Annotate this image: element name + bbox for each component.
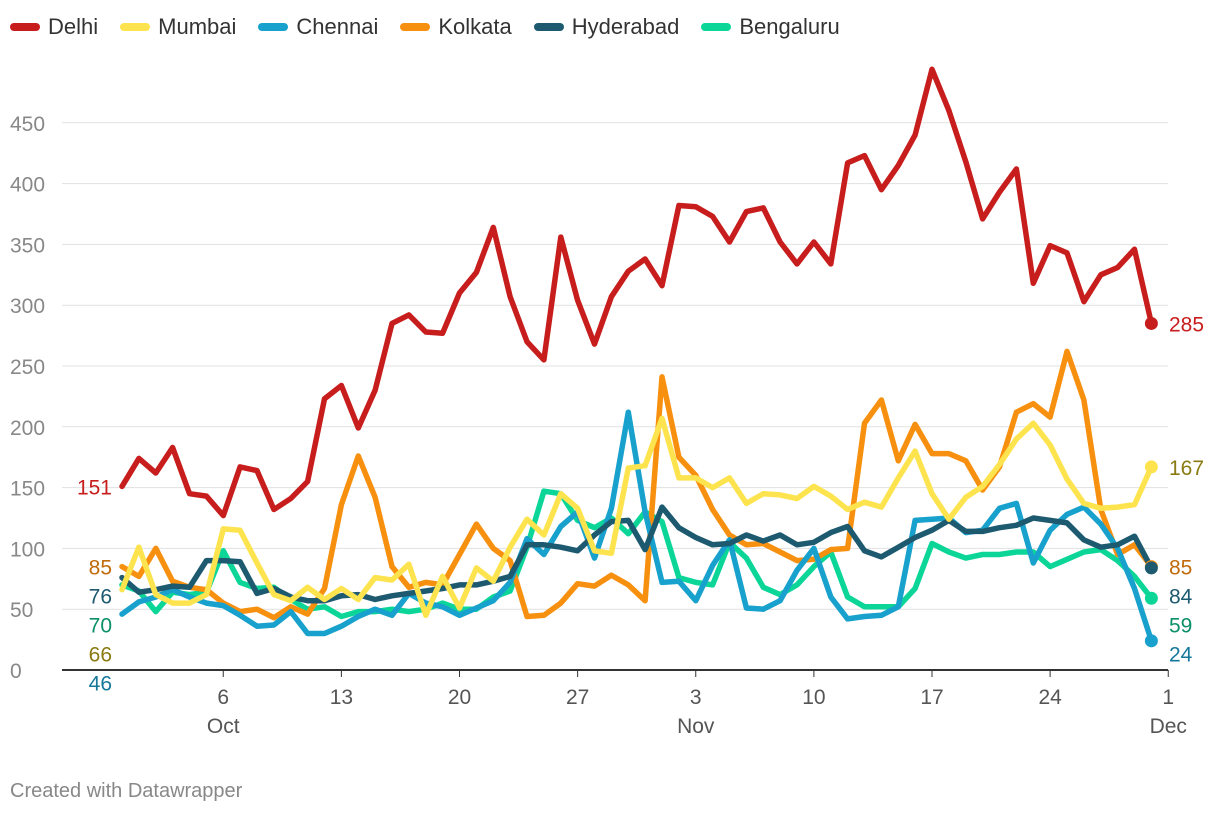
legend: Delhi Mumbai Chennai Kolkata Hyderabad Bengal… <box>10 14 840 40</box>
legend-swatch <box>258 23 289 31</box>
start-label-hyderabad: 76 <box>89 586 112 609</box>
legend-label: Bengaluru <box>739 14 840 39</box>
y-tick-label: 0 <box>10 660 22 683</box>
footer-credit: Created with Datawrapper <box>10 780 243 802</box>
legend-label: Kolkata <box>438 14 512 39</box>
start-label-mumbai: 66 <box>89 644 112 667</box>
start-label-kolkata: 85 <box>89 557 112 580</box>
end-label-kolkata: 85 <box>1169 557 1192 580</box>
x-tick-label: 17 <box>920 686 943 709</box>
end-dot-chennai <box>1144 634 1158 648</box>
legend-label: Delhi <box>48 14 99 39</box>
legend-swatch <box>533 23 564 31</box>
end-label-hyderabad: 84 <box>1169 586 1193 609</box>
x-tick-label: 6 <box>217 686 229 709</box>
x-tick-label: 3 <box>690 686 702 709</box>
x-tick-label: 13 <box>330 686 353 709</box>
x-month-label: Dec <box>1150 715 1187 738</box>
end-dot-mumbai <box>1144 460 1158 474</box>
legend-item-bengaluru: Bengaluru <box>701 14 840 40</box>
legend-item-mumbai: Mumbai <box>120 14 236 40</box>
y-tick-label: 300 <box>10 295 45 318</box>
y-tick-label: 400 <box>10 174 45 197</box>
end-dot-hyderabad <box>1144 561 1158 575</box>
y-tick-label: 200 <box>10 417 45 440</box>
start-label-delhi: 151 <box>77 476 112 499</box>
legend-label: Hyderabad <box>571 14 680 39</box>
end-label-mumbai: 167 <box>1169 457 1204 480</box>
x-tick-label: 27 <box>566 686 589 709</box>
end-label-chennai: 24 <box>1169 644 1193 667</box>
y-tick-label: 450 <box>10 113 45 136</box>
y-tick-label: 150 <box>10 478 45 501</box>
legend-swatch <box>10 23 40 31</box>
legend-item-chennai: Chennai <box>258 14 378 40</box>
start-label-bengaluru: 70 <box>89 615 112 638</box>
end-label-bengaluru: 59 <box>1169 615 1192 638</box>
x-tick-label: 24 <box>1038 686 1062 709</box>
legend-swatch <box>400 23 431 31</box>
x-tick-label: 20 <box>448 686 471 709</box>
legend-label: Chennai <box>296 14 379 39</box>
y-tick-label: 100 <box>10 538 45 561</box>
legend-item-delhi: Delhi <box>10 14 98 40</box>
end-dot-bengaluru <box>1144 591 1158 605</box>
legend-label: Mumbai <box>158 14 237 39</box>
x-month-label: Oct <box>207 715 240 738</box>
start-label-chennai: 46 <box>89 673 112 696</box>
x-tick-label: 10 <box>802 686 825 709</box>
series-line-kolkata <box>119 348 1155 621</box>
legend-swatch <box>120 23 151 31</box>
legend-item-kolkata: Kolkata <box>400 14 512 40</box>
end-dot-delhi <box>1144 316 1158 330</box>
y-tick-label: 350 <box>10 234 45 257</box>
y-tick-label: 250 <box>10 356 45 379</box>
x-tick-label: 1 <box>1162 686 1174 709</box>
legend-swatch <box>701 23 732 31</box>
x-month-label: Nov <box>677 715 715 738</box>
series-line-mumbai <box>119 415 1155 619</box>
end-label-delhi: 285 <box>1169 313 1204 336</box>
y-tick-label: 50 <box>10 599 33 622</box>
series-line-delhi <box>119 66 1155 519</box>
legend-item-hyderabad: Hyderabad <box>533 14 680 40</box>
